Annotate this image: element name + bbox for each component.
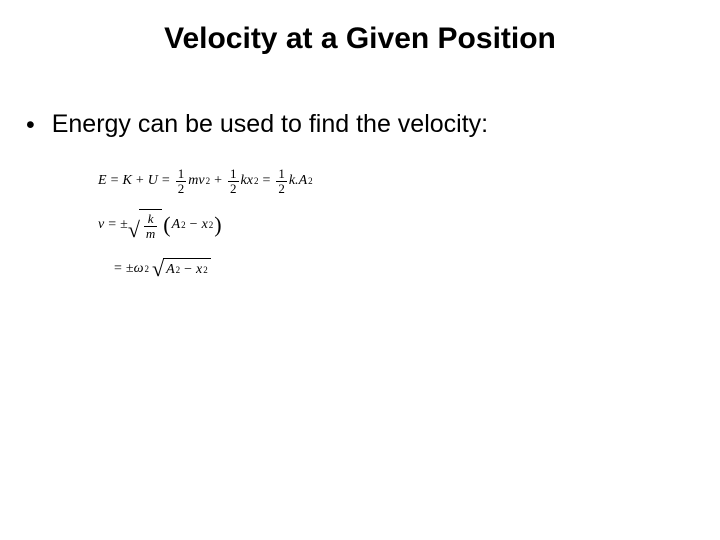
exp-2: 2 — [308, 176, 313, 187]
var-K: K — [122, 173, 131, 190]
pm-sym: ± — [126, 261, 134, 278]
var-omega: ω — [134, 261, 144, 278]
sqrt-km: √ k m — [128, 209, 162, 240]
var-A: A — [166, 262, 175, 279]
eq-sym: = — [108, 217, 116, 234]
bullet-dot: • — [26, 111, 35, 140]
eq-sym: = — [262, 173, 270, 190]
frac-num: 1 — [176, 167, 187, 181]
var-x: x — [196, 262, 202, 279]
frac-den: 2 — [176, 181, 187, 196]
var-A: A — [299, 173, 308, 190]
var-m: m — [188, 173, 198, 190]
frac-half-1: 1 2 — [176, 167, 187, 195]
frac-num: k — [146, 212, 156, 226]
eq-sym: = — [162, 173, 170, 190]
slide: Velocity at a Given Position • Energy ca… — [0, 0, 720, 540]
slide-title: Velocity at a Given Position — [0, 0, 720, 56]
exp-2: 2 — [144, 264, 149, 275]
sqrt-a2x2: √ A2 − x2 — [152, 258, 211, 280]
frac-den: m — [144, 226, 157, 241]
frac-half-2: 1 2 — [228, 167, 239, 195]
minus-sym: − — [190, 217, 198, 234]
var-x: x — [247, 173, 253, 190]
plus-sym: + — [136, 173, 144, 190]
equation-line-3: = ± ω2 √ A2 − x2 — [110, 254, 313, 284]
frac-half-3: 1 2 — [276, 167, 287, 195]
var-U: U — [148, 173, 158, 190]
bullet-line: • Energy can be used to find the velocit… — [26, 110, 488, 140]
radicand: k m — [139, 209, 162, 240]
exp-2: 2 — [254, 176, 259, 187]
radicand: A2 − x2 — [163, 258, 211, 280]
var-v: v — [198, 173, 204, 190]
minus-sym: − — [184, 262, 192, 279]
eq-sym: = — [111, 173, 119, 190]
exp-2: 2 — [203, 265, 208, 276]
var-k-dot: k. — [289, 173, 299, 190]
equation-line-1: E = K + U = 1 2 m v2 + 1 2 k x2 = 1 2 — [98, 166, 313, 196]
equation-line-2: v = ± √ k m ( A2 − x2 ) — [98, 210, 313, 240]
bullet-text: Energy can be used to find the velocity: — [52, 110, 488, 138]
exp-2: 2 — [206, 176, 211, 187]
var-x: x — [202, 217, 208, 234]
plus-sym: + — [214, 173, 222, 190]
frac-num: 1 — [276, 167, 287, 181]
equation-block: E = K + U = 1 2 m v2 + 1 2 k x2 = 1 2 — [98, 166, 313, 298]
var-E: E — [98, 173, 107, 190]
lparen: ( — [162, 214, 171, 236]
frac-den: 2 — [276, 181, 287, 196]
var-A: A — [172, 217, 181, 234]
frac-num: 1 — [228, 167, 239, 181]
var-v: v — [98, 217, 104, 234]
frac-km: k m — [144, 212, 157, 240]
exp-2: 2 — [181, 220, 186, 231]
exp-2: 2 — [176, 265, 181, 276]
pm-sym: ± — [120, 217, 128, 234]
eq-sym: = — [114, 261, 122, 278]
rparen: ) — [213, 214, 222, 236]
frac-den: 2 — [228, 181, 239, 196]
